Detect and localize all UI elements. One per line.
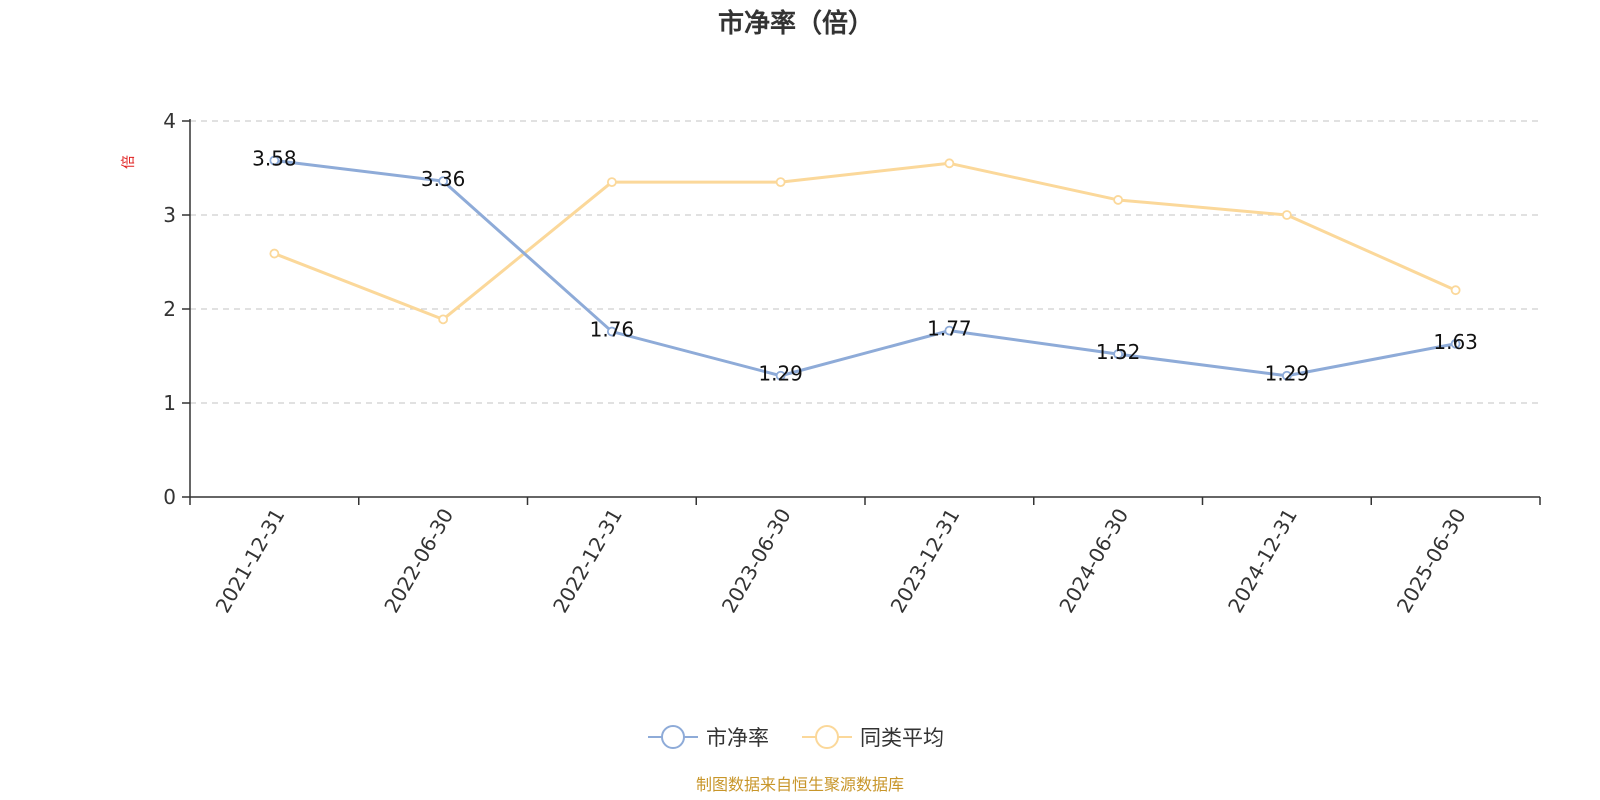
legend-marker-icon — [661, 725, 685, 749]
y-axis-unit-label: 倍 — [121, 155, 137, 169]
y-tick-label: 0 — [163, 485, 176, 509]
data-label: 1.77 — [927, 317, 972, 341]
series-point-0 — [775, 370, 786, 381]
grid-lines — [190, 120, 1540, 404]
series-point-0 — [606, 326, 617, 337]
series-point-1 — [1450, 285, 1461, 296]
data-label: 1.29 — [1265, 362, 1310, 386]
series-point-0 — [1450, 338, 1461, 349]
x-tick-label: 2024-12-31 — [1223, 504, 1302, 617]
series-point-1 — [438, 314, 449, 325]
legend-marker-icon — [815, 725, 839, 749]
data-label: 3.58 — [252, 146, 297, 170]
legend-item-0[interactable]: 市净率 — [648, 725, 769, 750]
x-tick-label: 2024-06-30 — [1054, 504, 1133, 617]
y-tick-label: 3 — [163, 203, 176, 227]
x-tick-label: 2023-12-31 — [886, 504, 965, 617]
series-point-1 — [775, 177, 786, 188]
data-labels: 3.58 3.36 1.76 1.29 1.77 1.52 1.29 1.63 — [252, 146, 1478, 385]
y-tick-label: 2 — [163, 297, 176, 321]
y-tick-label: 1 — [163, 391, 176, 415]
legend-label: 市净率 — [706, 726, 769, 750]
legend[interactable]: 市净率 同类平均 — [648, 725, 944, 750]
series-point-0 — [269, 155, 280, 166]
x-tick-label: 2022-12-31 — [548, 504, 627, 617]
chart-title: 市净率（倍） — [718, 8, 874, 39]
series-line-1 — [273, 161, 1457, 321]
legend-label: 同类平均 — [860, 726, 944, 750]
series-point-1 — [944, 158, 955, 169]
axes: 0 1 2 3 4 2021-12-31 2022-06-30 2022-12-31 2023-… — [163, 109, 1541, 617]
series-point-0 — [1113, 349, 1124, 360]
x-tick-label: 2022-06-30 — [379, 504, 458, 617]
y-tick-label: 4 — [163, 109, 176, 133]
x-tick-label: 2021-12-31 — [211, 504, 290, 617]
data-label: 3.36 — [421, 167, 466, 191]
data-label: 1.76 — [590, 318, 635, 342]
series-point-1 — [1113, 195, 1124, 205]
series-point-0 — [944, 325, 955, 336]
series-point-1 — [1281, 210, 1292, 220]
series-lines — [269, 155, 1461, 381]
data-label: 1.29 — [758, 362, 803, 386]
series-line-0 — [274, 158, 1456, 378]
x-tick-label: 2023-06-30 — [717, 504, 796, 617]
series-point-0 — [1281, 370, 1292, 381]
series-point-0 — [438, 176, 449, 187]
series-point-1 — [269, 248, 280, 259]
source-note: 制图数据来自恒生聚源数据库 — [696, 775, 904, 794]
legend-item-1[interactable]: 同类平均 — [802, 725, 944, 750]
series-point-1 — [606, 177, 617, 188]
x-tick-label: 2025-06-30 — [1392, 504, 1471, 617]
data-label: 1.63 — [1433, 330, 1478, 354]
data-label: 1.52 — [1096, 340, 1141, 364]
